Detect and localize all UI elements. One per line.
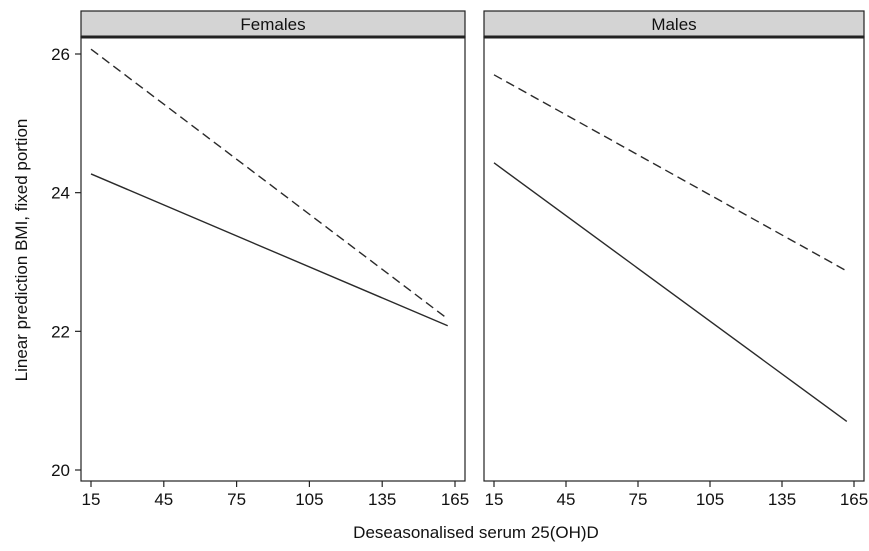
x-tick-label: 105	[696, 490, 724, 509]
panel-strip	[483, 10, 865, 38]
panel-title: Females	[240, 15, 305, 34]
x-axis-label: Deseasonalised serum 25(OH)D	[353, 523, 599, 542]
x-tick-label: 45	[557, 490, 576, 509]
x-tick-label: 15	[485, 490, 504, 509]
plot-frame	[483, 36, 865, 482]
x-tick-label: 15	[82, 490, 101, 509]
x-tick-label: 75	[227, 490, 246, 509]
panel-strip	[80, 10, 466, 38]
x-tick-label: 75	[629, 490, 648, 509]
panels-layer: Females 15 45 75 105 135 165 20 22 24 26 Males 15 45 7…	[51, 10, 868, 509]
y-tick-label: 20	[51, 461, 70, 480]
plot-frame	[80, 36, 466, 482]
y-axis-label: Linear prediction BMI, fixed portion	[12, 119, 31, 382]
y-tick-label: 22	[51, 322, 70, 341]
x-tick-label: 165	[441, 490, 469, 509]
panel-males: Males 15 45 75 105 135 165	[483, 10, 868, 509]
series-line-dashed	[493, 74, 848, 272]
series-line-dashed	[90, 48, 449, 320]
panel-title: Males	[651, 15, 696, 34]
y-tick-label: 24	[51, 184, 70, 203]
x-tick-label: 165	[840, 490, 868, 509]
x-tick-label: 135	[368, 490, 396, 509]
y-tick-label: 26	[51, 45, 70, 64]
x-tick-label: 105	[295, 490, 323, 509]
panel-females: Females 15 45 75 105 135 165 20 22 24 26	[51, 10, 469, 509]
x-tick-label: 45	[154, 490, 173, 509]
series-line-solid	[493, 162, 848, 423]
x-tick-label: 135	[768, 490, 796, 509]
series-line-solid	[90, 173, 448, 327]
